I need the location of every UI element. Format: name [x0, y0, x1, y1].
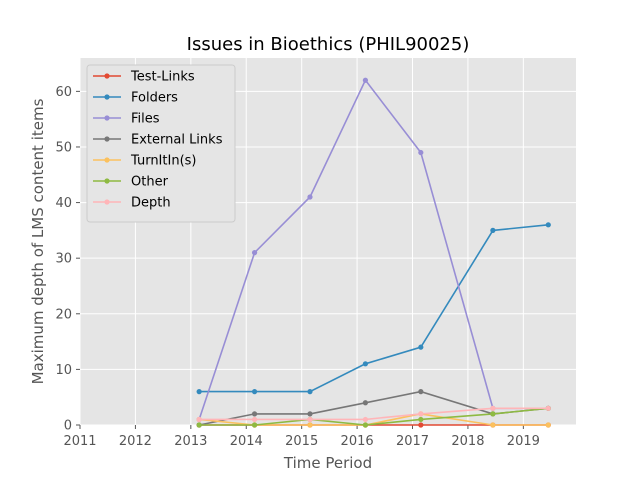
legend-item: Other — [93, 175, 169, 190]
data-point — [418, 389, 424, 395]
legend-marker — [104, 178, 110, 184]
data-point — [307, 416, 313, 423]
series-lines — [196, 77, 551, 428]
data-point — [251, 250, 258, 256]
data-point — [251, 389, 258, 395]
legend-label: Test-Links — [130, 70, 195, 85]
y-tick-label: 0 — [64, 419, 72, 434]
legend-marker — [104, 136, 110, 142]
data-point — [362, 77, 369, 83]
data-point — [545, 405, 551, 411]
legend-marker — [104, 157, 110, 163]
data-point — [490, 422, 496, 428]
chart-title: Issues in Bioethics (PHIL90025) — [187, 34, 470, 55]
legend-item: External Links — [93, 133, 223, 148]
y-tick-label: 20 — [55, 307, 72, 322]
legend-item: TurnItIn(s) — [93, 154, 196, 169]
data-point — [362, 416, 369, 423]
legend-label: Folders — [131, 91, 178, 106]
legend-item: Test-Links — [93, 70, 195, 85]
data-point — [307, 389, 313, 395]
data-point — [251, 411, 258, 417]
data-point — [418, 344, 424, 350]
data-point — [545, 222, 551, 228]
x-tick-label: 2012 — [119, 434, 152, 449]
x-tick-label: 2019 — [507, 434, 540, 449]
legend-label: TurnItIn(s) — [130, 154, 196, 169]
legend-marker — [104, 73, 110, 79]
data-point — [307, 194, 313, 200]
legend-label: External Links — [131, 133, 223, 148]
y-axis-ticks: 0 10 20 30 40 50 60 — [55, 85, 80, 434]
y-tick-label: 10 — [55, 363, 72, 378]
x-axis-label: Time Period — [283, 454, 372, 472]
series-depth — [196, 405, 551, 423]
x-tick-label: 2011 — [63, 434, 96, 449]
legend-label: Depth — [131, 196, 171, 211]
x-tick-label: 2016 — [341, 434, 374, 449]
x-tick-label: 2014 — [230, 434, 263, 449]
data-point — [251, 416, 258, 423]
data-point — [418, 411, 424, 417]
y-tick-label: 60 — [55, 85, 72, 100]
x-tick-label: 2018 — [451, 434, 484, 449]
x-tick-label: 2015 — [285, 434, 318, 449]
data-point — [196, 389, 202, 395]
data-point — [307, 422, 313, 428]
legend-item: Folders — [93, 91, 178, 106]
legend-marker — [104, 199, 110, 205]
legend-box — [86, 64, 236, 223]
data-point — [545, 422, 551, 428]
legend: Test-Links Folders Files External Links Turn… — [86, 64, 236, 223]
legend-label: Other — [131, 175, 169, 190]
legend-item: Depth — [93, 196, 171, 211]
data-point — [418, 149, 424, 156]
data-point — [362, 400, 369, 406]
data-point — [307, 411, 313, 417]
data-point — [490, 411, 496, 417]
legend-item: Files — [93, 112, 160, 127]
y-tick-label: 50 — [55, 140, 72, 155]
data-point — [251, 422, 258, 428]
data-point — [490, 227, 496, 233]
data-point — [362, 422, 369, 428]
y-tick-label: 40 — [55, 196, 72, 211]
series-folders — [196, 222, 551, 395]
legend-marker — [104, 115, 110, 121]
legend-marker — [104, 94, 110, 100]
data-point — [418, 416, 424, 423]
x-tick-label: 2017 — [396, 434, 429, 449]
x-axis-ticks: 2011 2012 2013 2014 2015 2016 2017 2018 2019 — [63, 425, 540, 449]
data-point — [418, 422, 424, 428]
x-tick-label: 2013 — [174, 434, 207, 449]
y-axis-label: Maximum depth of LMS content items — [29, 98, 47, 384]
y-tick-label: 30 — [55, 252, 72, 267]
data-point — [362, 361, 369, 367]
data-point — [490, 405, 496, 411]
data-point — [196, 422, 202, 428]
data-point — [196, 416, 202, 423]
legend-label: Files — [131, 112, 160, 127]
